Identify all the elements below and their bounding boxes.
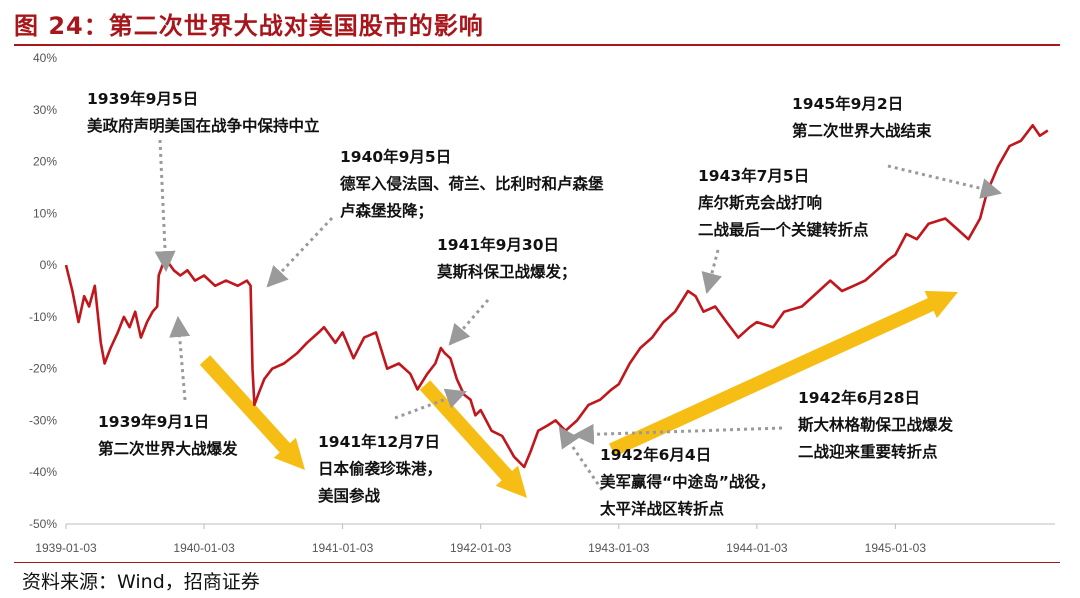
- x-tick-label: 1943-01-03: [588, 541, 650, 555]
- leader-line: [266, 216, 334, 288]
- annotation-date: 1942年6月28日: [798, 389, 920, 407]
- annotation-text: 太平洋战区转折点: [600, 500, 725, 518]
- y-tick-label: -30%: [29, 413, 57, 427]
- source-divider: [14, 562, 1060, 563]
- y-tick-label: 0%: [40, 258, 58, 272]
- annotation-date: 1942年6月4日: [600, 446, 712, 464]
- y-tick-label: -40%: [29, 465, 57, 479]
- annotation-text: 二战迎来重要转折点: [798, 443, 938, 461]
- annotation: 1942年6月28日斯大林格勒保卫战爆发 二战迎来重要转折点: [798, 385, 953, 466]
- leader-line: [572, 423, 783, 445]
- source-note: 资料来源：Wind，招商证券: [22, 571, 260, 593]
- annotation: 1945年9月2日第二次世界大战结束: [792, 91, 932, 145]
- x-tick-label: 1942-01-03: [450, 541, 512, 555]
- y-tick-label: -20%: [29, 362, 57, 376]
- annotation: 1941年12月7日 日本偷袭珍珠港， 美国参战: [318, 429, 442, 510]
- annotation-date: 1943年7月5日: [698, 167, 810, 185]
- trend-arrow: [609, 290, 958, 457]
- annotation-date: 1940年9月5日: [340, 148, 452, 166]
- leader-line: [169, 315, 191, 401]
- annotation-text: 二战最后一个关键转折点: [698, 221, 869, 239]
- annotation: 1939年9月5日美政府声明美国在战争中保持中立: [87, 86, 320, 140]
- x-tick-label: 1941-01-03: [312, 541, 374, 555]
- x-tick-label: 1945-01-03: [865, 541, 927, 555]
- annotation: 1943年7月5日 库尔斯克会战打响二战最后一个关键转折点: [698, 163, 869, 244]
- trend-arrow: [199, 355, 305, 470]
- leader-line: [154, 139, 176, 273]
- y-tick-label: -10%: [29, 310, 57, 324]
- y-tick-label: 40%: [33, 51, 57, 65]
- annotation-text: 美军赢得“中途岛”战役，: [600, 473, 776, 491]
- y-tick-label: 30%: [33, 103, 57, 117]
- annotation-date: 1941年9月30日: [437, 236, 559, 254]
- annotation-text: 美政府声明美国在战争中保持中立: [87, 117, 320, 135]
- x-tick-label: 1940-01-03: [173, 541, 235, 555]
- annotation-text: 日本偷袭珍珠港，: [318, 460, 443, 478]
- annotation-text: 卢森堡投降；: [340, 202, 434, 220]
- leader-line: [394, 388, 467, 420]
- annotation-text: 斯大林格勒保卫战爆发: [798, 416, 954, 434]
- x-tick-label: 1939-01-03: [35, 541, 97, 555]
- annotation-leaders: [154, 139, 1003, 491]
- annotation-text: 第二次世界大战结束: [792, 122, 932, 140]
- annotation-date: 1939年9月5日: [87, 90, 199, 108]
- axes: 40% 30% 20% 10% 0% -10% -20% -30% -40% -50% 1939-0…: [29, 51, 1055, 555]
- annotation-date: 1939年9月1日: [98, 413, 210, 431]
- y-tick-label: 10%: [33, 206, 57, 220]
- annotation-text: 美国参战: [318, 487, 381, 505]
- annotation: 1942年6月4日美军赢得“中途岛”战役， 太平洋战区转折点: [600, 442, 775, 523]
- annotation: 1940年9月5日德军入侵法国、荷兰、比利时和卢森堡 卢森堡投降；: [340, 144, 604, 225]
- annotation-date: 1945年9月2日: [792, 95, 904, 113]
- annotation-text: 德军入侵法国、荷兰、比利时和卢森堡: [340, 175, 604, 193]
- y-tick-label: -50%: [29, 517, 57, 531]
- y-tick-label: 20%: [33, 155, 57, 169]
- trend-arrow: [419, 380, 527, 498]
- leader-line: [701, 249, 722, 295]
- figure-title: 图 24：第二次世界大战对美国股市的影响: [14, 12, 484, 40]
- leader-line: [448, 299, 490, 346]
- annotation: 1941年9月30日 莫斯科保卫战爆发；: [437, 232, 577, 286]
- annotation-text: 莫斯科保卫战爆发；: [437, 263, 577, 281]
- x-tick-label: 1944-01-03: [726, 541, 788, 555]
- title-divider: [14, 44, 1060, 46]
- annotation: 1939年9月1日第二次世界大战爆发: [98, 409, 238, 463]
- annotation-text: 第二次世界大战爆发: [98, 440, 238, 458]
- annotation-text: 库尔斯克会战打响: [698, 194, 823, 212]
- annotation-date: 1941年12月7日: [318, 433, 440, 451]
- trend-arrows: [199, 290, 958, 498]
- leader-line: [887, 164, 1003, 199]
- leader-line: [558, 426, 604, 491]
